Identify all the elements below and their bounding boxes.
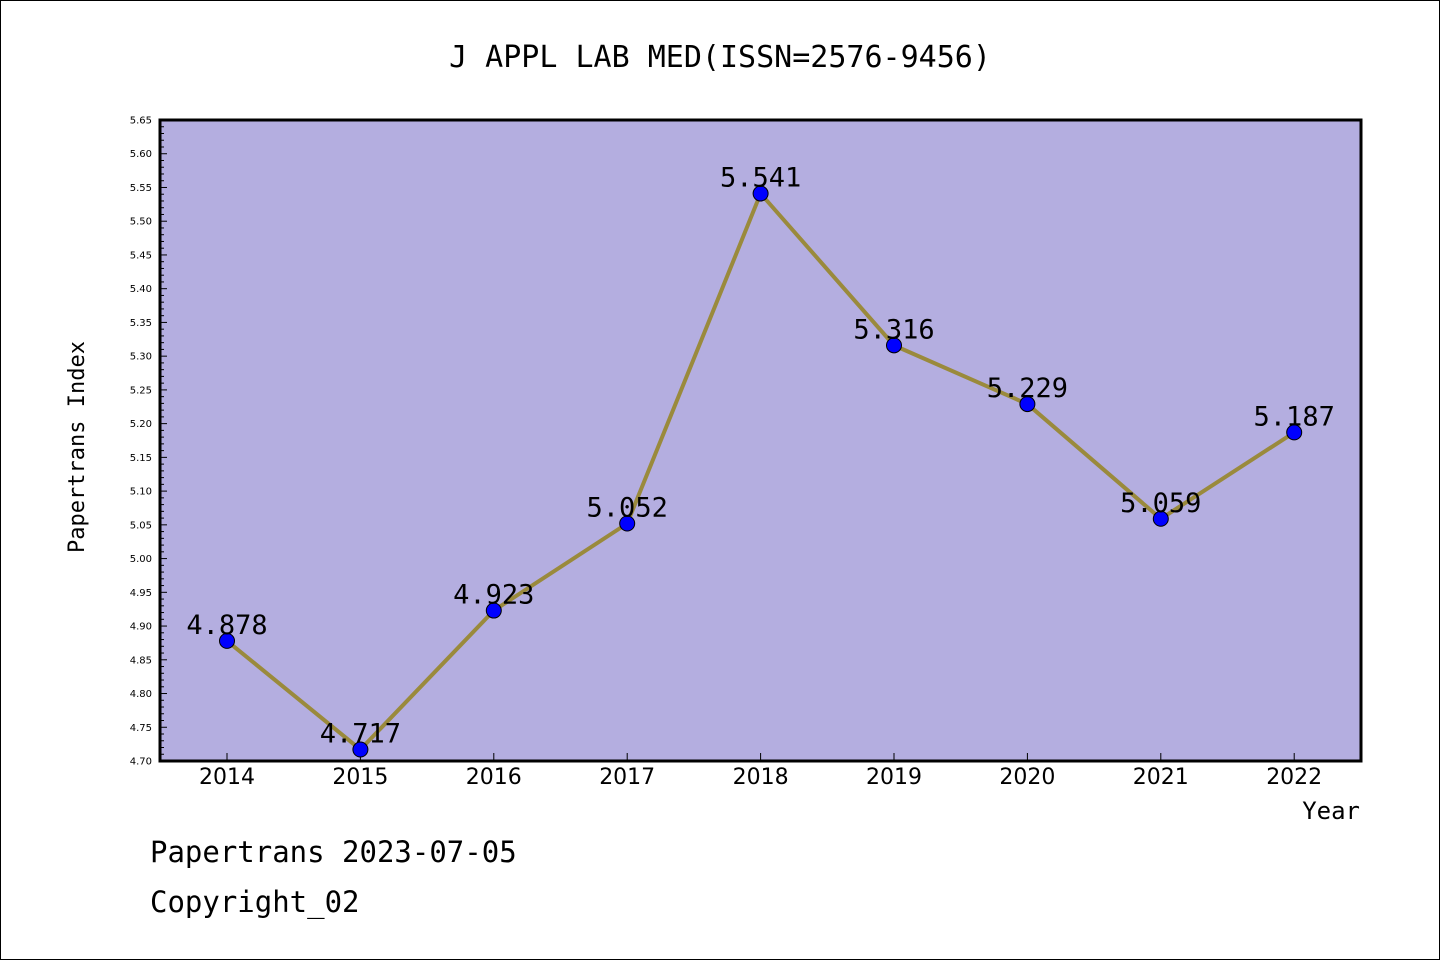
data-point [1019, 396, 1036, 413]
data-point [1286, 424, 1303, 441]
footer-date: Papertrans 2023-07-05 [150, 835, 517, 869]
y-tick-label: 4.85 [130, 655, 152, 666]
data-label: 4.717 [320, 719, 401, 750]
x-tick-label: 2021 [1133, 765, 1189, 790]
y-tick-label: 5.05 [130, 520, 152, 531]
x-tick-label: 2017 [599, 765, 655, 790]
series-markers [219, 185, 1303, 758]
plot-area [160, 120, 1361, 761]
data-label: 5.316 [853, 314, 934, 345]
x-tick-label: 2020 [999, 765, 1055, 790]
x-tick-label: 2014 [199, 765, 255, 790]
y-tick-label: 5.60 [130, 149, 152, 160]
footer-copyright: Copyright_02 [150, 885, 360, 919]
y-tick-label: 5.45 [130, 250, 152, 261]
data-label: 5.059 [1120, 488, 1201, 519]
data-point [219, 632, 235, 649]
data-label: 4.923 [453, 580, 534, 611]
y-tick-label: 4.90 [130, 622, 152, 633]
y-tick-label: 5.55 [130, 183, 152, 194]
data-point [619, 515, 636, 532]
x-tick-label: 2015 [332, 765, 388, 790]
y-tick-label: 5.50 [130, 217, 152, 228]
data-point [752, 185, 769, 202]
y-tick-label: 4.70 [130, 757, 152, 768]
x-tick-label: 2019 [866, 765, 922, 790]
x-tick-label: 2018 [733, 765, 789, 790]
y-tick-label: 5.40 [130, 284, 152, 295]
data-label: 5.229 [987, 373, 1068, 404]
y-tick-label: 5.65 [130, 116, 152, 127]
x-axis: 2014 2015 2016 2017 2018 2019 2020 2021 2022 [199, 753, 1322, 790]
data-point [485, 602, 502, 619]
data-point [886, 337, 902, 354]
y-tick-label: 5.20 [130, 419, 152, 430]
y-tick-label: 5.35 [130, 318, 152, 329]
x-tick-label: 2022 [1266, 765, 1322, 790]
data-point [352, 741, 369, 758]
data-label: 5.541 [720, 163, 801, 194]
x-tick-label: 2016 [466, 765, 522, 790]
plot-border [158, 118, 1363, 763]
y-tick-label: 5.00 [130, 554, 152, 565]
y-axis-label: Papertrans Index [65, 341, 90, 553]
data-labels: 4.878 4.717 4.923 5.052 5.541 5.316 5.229 5.059… [186, 163, 1334, 750]
data-point [1152, 510, 1169, 527]
y-tick-label: 4.80 [130, 689, 152, 700]
data-label: 5.187 [1254, 401, 1335, 432]
y-tick-label: 4.95 [130, 588, 152, 599]
y-tick-label: 4.75 [130, 723, 152, 734]
x-axis-label: Year [1302, 797, 1360, 825]
data-label: 4.878 [186, 610, 267, 641]
data-label: 5.052 [587, 492, 668, 523]
y-tick-label: 5.10 [130, 487, 152, 498]
y-tick-label: 5.30 [130, 352, 152, 363]
y-tick-label: 5.15 [130, 453, 152, 464]
y-tick-label: 5.25 [130, 385, 152, 396]
chart-title: J APPL LAB MED(ISSN=2576-9456) [449, 40, 991, 75]
